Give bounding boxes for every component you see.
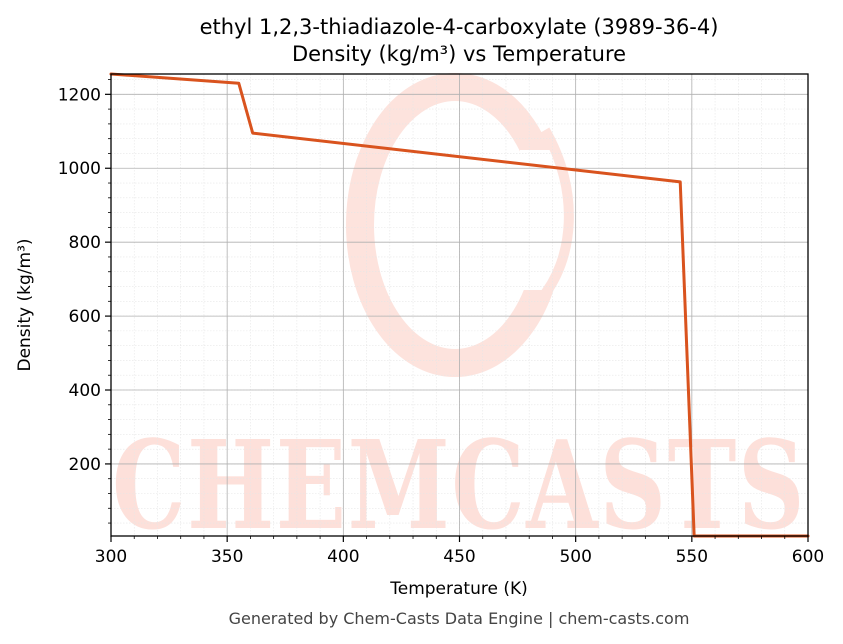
x-axis-label: Temperature (K)	[389, 579, 528, 599]
x-tick-label: 450	[443, 547, 475, 567]
y-axis-label: Density (kg/m³)	[15, 238, 35, 371]
y-tick-label: 600	[69, 307, 101, 327]
x-tick-label: 350	[211, 547, 243, 567]
major-grid	[110, 74, 809, 536]
x-tick-label: 600	[792, 547, 824, 567]
footer-credit: Generated by Chem-Casts Data Engine | ch…	[229, 609, 690, 628]
x-tick-label: 400	[327, 547, 359, 567]
y-tick-label: 400	[69, 381, 101, 401]
x-tick-label: 550	[676, 547, 708, 567]
x-tick-label: 500	[559, 547, 591, 567]
ticks-layer: 300 350 400 450 500 550 600 200 400 600 800 1000 120…	[58, 79, 824, 567]
y-tick-label: 1000	[58, 159, 101, 179]
x-tick-label: 300	[95, 547, 127, 567]
y-tick-label: 1200	[58, 85, 101, 105]
chart-title-line2: Density (kg/m³) vs Temperature	[292, 42, 626, 66]
chart-title-line1: ethyl 1,2,3-thiadiazole-4-carboxylate (3…	[200, 15, 719, 39]
y-tick-label: 200	[69, 455, 101, 475]
y-tick-label: 800	[69, 233, 101, 253]
